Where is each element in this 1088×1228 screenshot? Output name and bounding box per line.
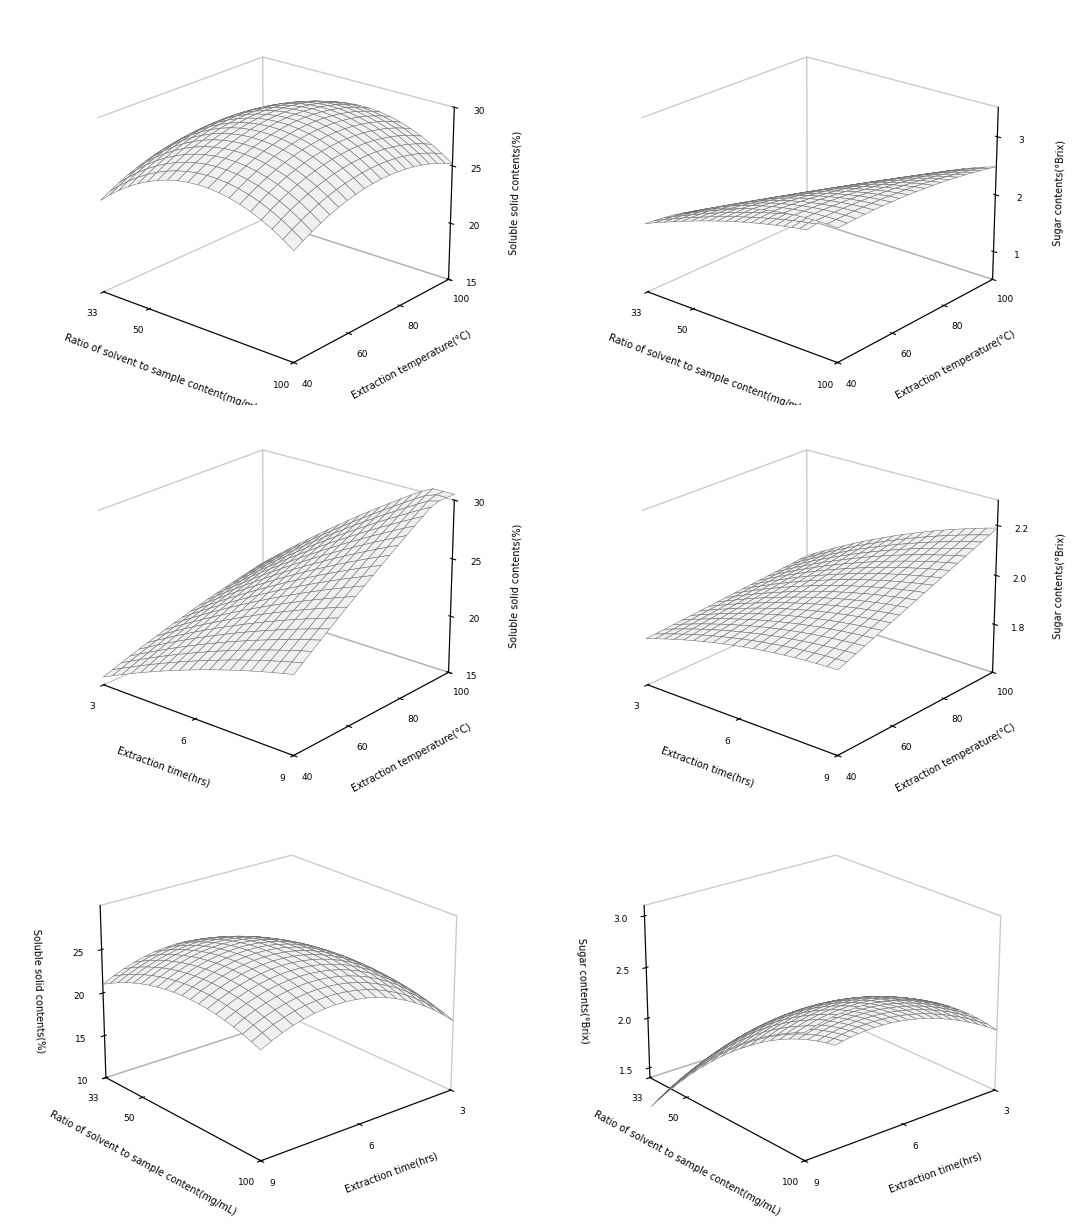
Y-axis label: Extraction temperature(°C): Extraction temperature(°C)	[894, 329, 1017, 400]
X-axis label: Extraction time(hrs): Extraction time(hrs)	[344, 1151, 438, 1195]
Y-axis label: Ratio of solvent to sample content(mg/mL): Ratio of solvent to sample content(mg/mL…	[592, 1109, 782, 1217]
X-axis label: Ratio of solvent to sample content(mg/mL): Ratio of solvent to sample content(mg/mL…	[63, 333, 263, 415]
Y-axis label: Extraction temperature(°C): Extraction temperature(°C)	[350, 722, 473, 793]
Y-axis label: Ratio of solvent to sample content(mg/mL): Ratio of solvent to sample content(mg/mL…	[48, 1109, 238, 1217]
Y-axis label: Extraction temperature(°C): Extraction temperature(°C)	[350, 329, 473, 400]
Y-axis label: Extraction temperature(°C): Extraction temperature(°C)	[894, 722, 1017, 793]
X-axis label: Extraction time(hrs): Extraction time(hrs)	[888, 1151, 982, 1195]
X-axis label: Ratio of solvent to sample content(mg/mL): Ratio of solvent to sample content(mg/mL…	[607, 333, 807, 415]
X-axis label: Extraction time(hrs): Extraction time(hrs)	[115, 745, 211, 790]
X-axis label: Extraction time(hrs): Extraction time(hrs)	[659, 745, 755, 790]
